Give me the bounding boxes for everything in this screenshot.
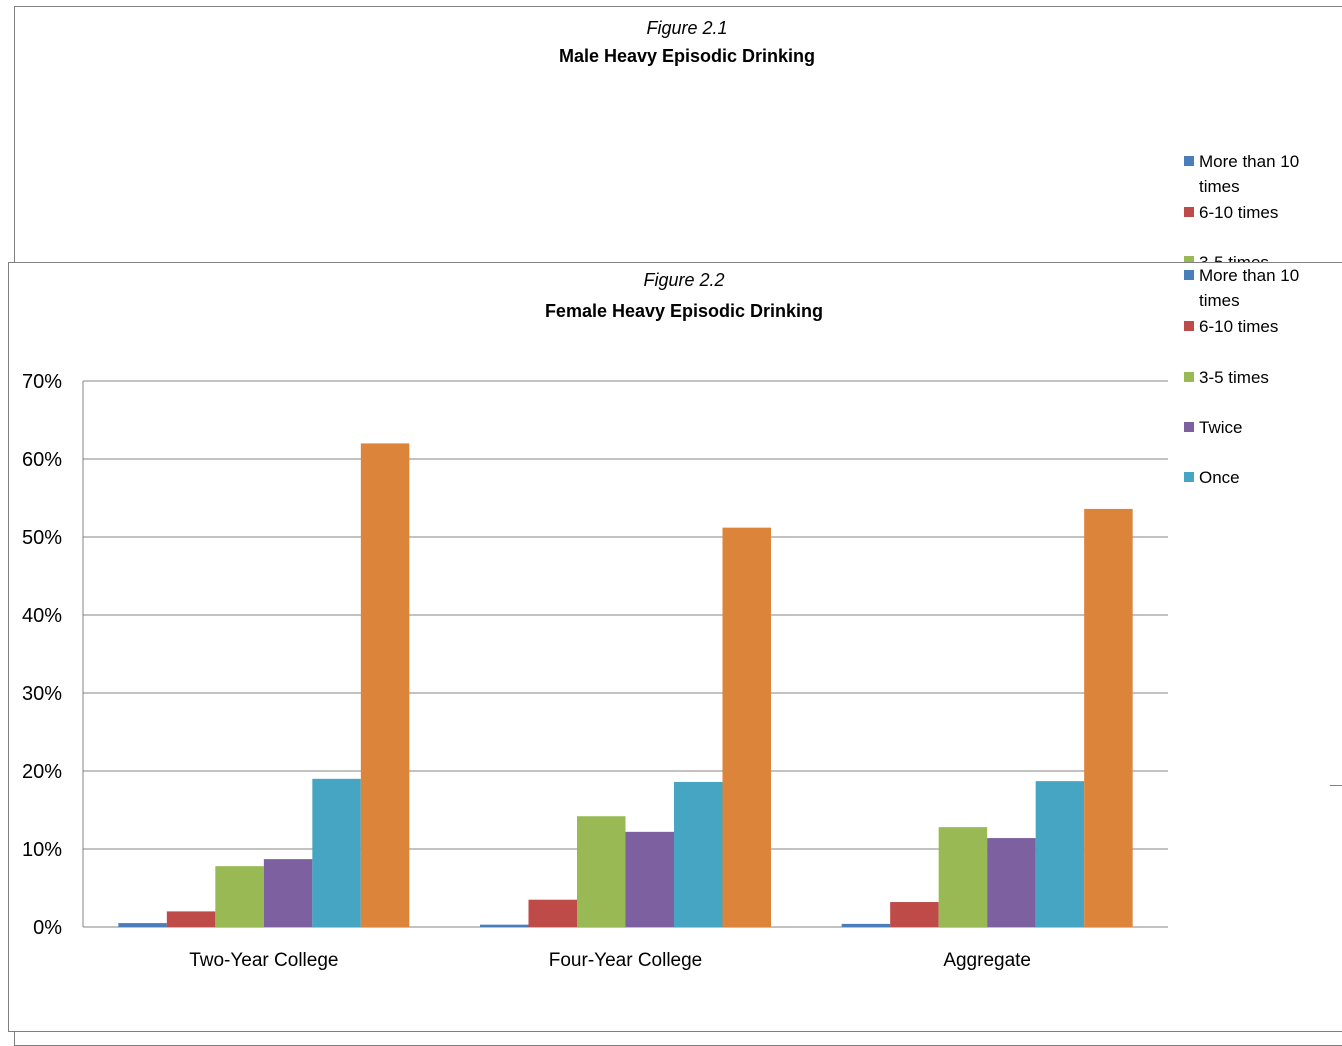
- legend-swatch: [1184, 472, 1194, 482]
- x-tick-label: Four-Year College: [549, 950, 703, 971]
- fig21-legend-label: 6-10 times: [1199, 203, 1278, 222]
- fig21-legend-label: times: [1199, 177, 1240, 196]
- legend-swatch: [1184, 372, 1194, 382]
- bar: [263, 859, 313, 927]
- bar: [987, 838, 1036, 927]
- bar: [841, 923, 891, 927]
- figure-2-1-label: Figure 2.1: [646, 18, 728, 38]
- legend-label: Once: [1199, 468, 1240, 487]
- bar: [480, 924, 529, 927]
- bar: [1084, 508, 1133, 927]
- x-tick-label: Aggregate: [943, 950, 1031, 971]
- panel-edge-mark: [1330, 785, 1342, 786]
- y-tick-label: 10%: [22, 839, 62, 861]
- bar: [674, 781, 723, 927]
- y-tick-label: 50%: [22, 527, 62, 549]
- legend-label: times: [1199, 291, 1240, 310]
- legend-swatch: [1184, 270, 1194, 280]
- x-tick-label: Two-Year College: [189, 950, 338, 971]
- bar: [118, 923, 167, 927]
- legend-swatch: [1184, 422, 1194, 432]
- legend-label: More than 10: [1199, 266, 1299, 285]
- bar: [625, 831, 674, 927]
- figure-2-2-label: Figure 2.2: [643, 270, 725, 290]
- y-tick-label: 0%: [33, 917, 62, 939]
- fig21-legend-swatch: [1184, 256, 1194, 262]
- fig21-legend-label: More than 10: [1199, 152, 1299, 171]
- bar: [528, 899, 577, 927]
- bar: [722, 527, 771, 927]
- bar: [215, 866, 264, 927]
- y-tick-label: 30%: [22, 683, 62, 705]
- fig21-legend-swatch: [1184, 207, 1194, 217]
- bar: [312, 778, 361, 927]
- legend-label: Twice: [1199, 418, 1242, 437]
- legend-label: 3-5 times: [1199, 368, 1269, 387]
- legend-label: 6-10 times: [1199, 317, 1278, 336]
- y-tick-label: 20%: [22, 761, 62, 783]
- bar: [166, 911, 216, 927]
- fig21-legend-swatch: [1184, 156, 1194, 166]
- bar: [1035, 781, 1085, 927]
- bar: [577, 816, 626, 927]
- y-tick-label: 60%: [22, 449, 62, 471]
- bar: [938, 827, 988, 927]
- figure-2-2-chart: 0% 10% 20% 30% 40% 50% 60% 70% Two-Year College F…: [22, 266, 1299, 971]
- y-tick-label: 40%: [22, 605, 62, 627]
- bar: [360, 443, 410, 927]
- y-tick-label: 70%: [22, 371, 62, 393]
- legend-swatch: [1184, 321, 1194, 331]
- figure-2-1-title: Male Heavy Episodic Drinking: [558, 46, 816, 66]
- bar: [890, 902, 939, 927]
- figure-2-2-title: Female Heavy Episodic Drinking: [544, 301, 824, 321]
